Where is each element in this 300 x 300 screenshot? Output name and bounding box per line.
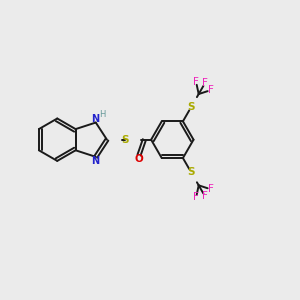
Text: F: F — [193, 77, 199, 87]
Text: N: N — [91, 156, 99, 166]
Text: S: S — [122, 135, 129, 145]
Text: F: F — [208, 85, 213, 95]
Text: F: F — [202, 78, 208, 88]
Text: F: F — [202, 191, 208, 201]
Text: F: F — [208, 184, 213, 194]
Text: H: H — [99, 110, 105, 119]
Text: O: O — [135, 154, 143, 164]
Text: F: F — [193, 192, 199, 203]
Text: N: N — [91, 114, 99, 124]
Text: S: S — [187, 102, 195, 112]
Text: S: S — [187, 167, 195, 177]
